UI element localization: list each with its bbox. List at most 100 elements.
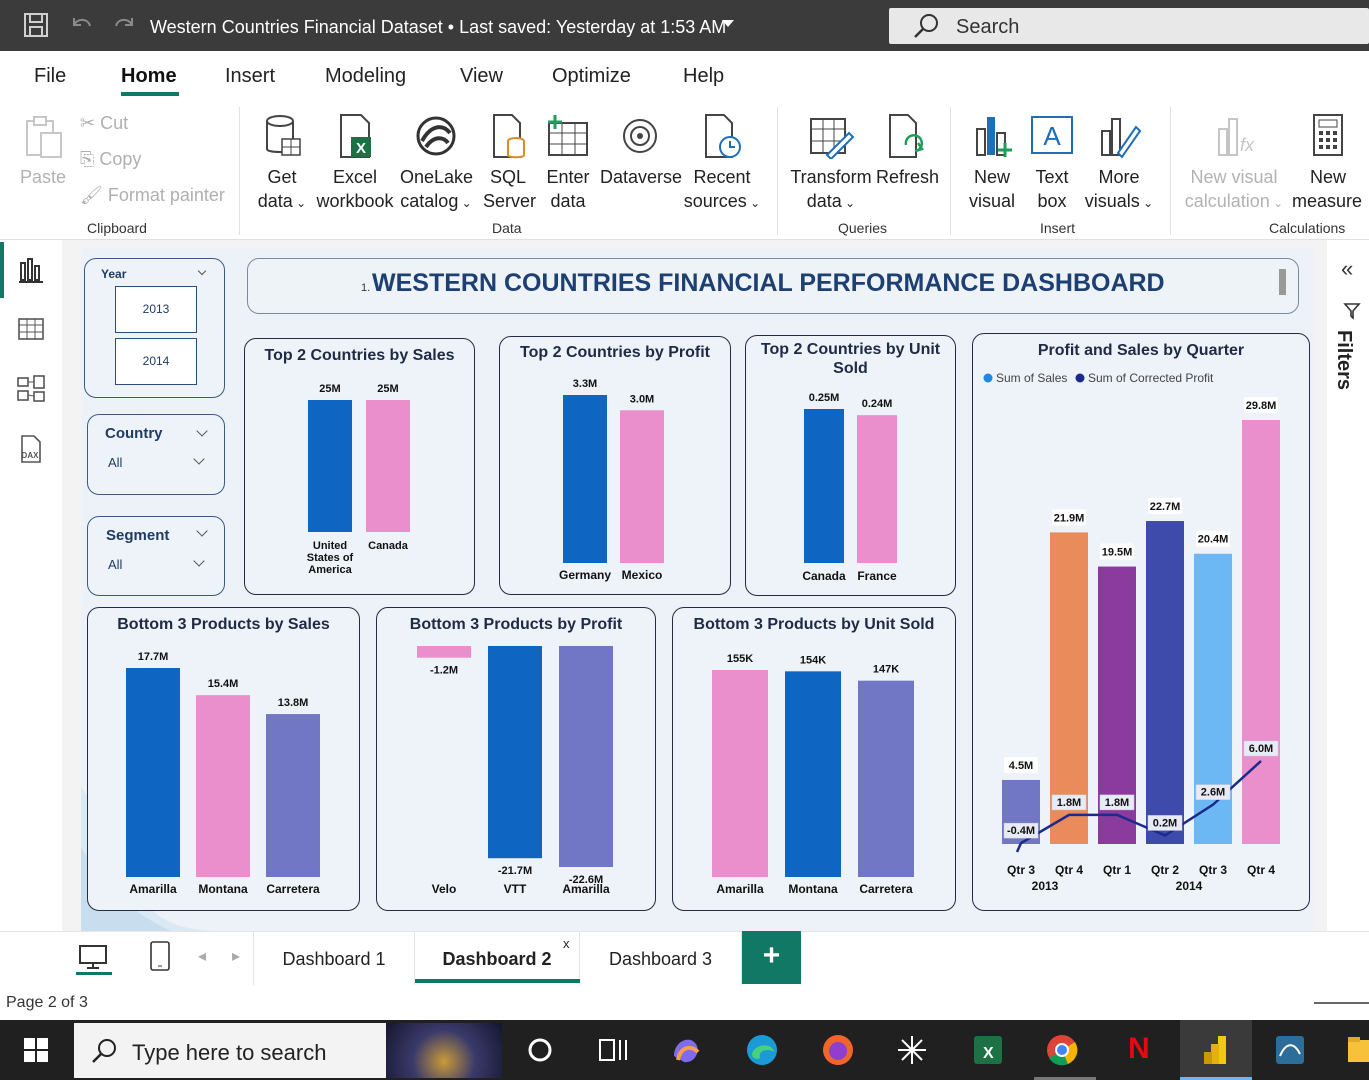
bottom3-profit-card[interactable]: Bottom 3 Products by Profit -1.2M Velo -21… [376, 607, 656, 911]
recent-sources-button[interactable]: Recent sources ⌄ [683, 113, 761, 215]
tableau-icon[interactable] [894, 1032, 930, 1068]
recent-label-1: Recent [693, 167, 751, 187]
year-option-2013[interactable]: 2013 [115, 286, 197, 333]
category-label: Carretera [859, 882, 913, 896]
desktop-layout-icon[interactable] [78, 942, 108, 972]
refresh-button[interactable]: Refresh [876, 113, 939, 189]
country-slicer-value[interactable]: All [108, 455, 123, 470]
close-tab-icon[interactable]: x [563, 936, 570, 951]
cut-button[interactable]: ✂ Cut [80, 113, 129, 133]
data-label: 17.7M [138, 651, 169, 663]
tab-help[interactable]: Help [683, 65, 725, 87]
netflix-icon[interactable]: N [1128, 1032, 1150, 1065]
sql-server-button[interactable]: SQL Server [483, 113, 536, 213]
header-scrollbar[interactable] [1279, 269, 1286, 295]
new-visual-icon [976, 117, 1012, 157]
page-tab-dashboard-3[interactable]: Dashboard 3 [580, 932, 742, 985]
save-icon[interactable] [23, 12, 49, 38]
undo-icon[interactable] [68, 12, 94, 38]
zoom-slider[interactable] [1314, 1002, 1369, 1004]
tab-home[interactable]: Home [121, 65, 177, 87]
data-label-bg [1148, 498, 1182, 515]
data-label: 0.25M [809, 392, 840, 404]
chevron-down-icon[interactable] [196, 425, 208, 437]
page-tab-dashboard-2[interactable]: Dashboard 2 [415, 932, 580, 985]
text-box-button[interactable]: A Text box [1025, 113, 1079, 213]
dataverse-button[interactable]: Dataverse [600, 113, 682, 189]
report-view-icon[interactable] [16, 255, 46, 285]
model-view-icon[interactable] [16, 374, 46, 404]
new-measure-button[interactable]: New measure r [1292, 113, 1364, 213]
year-slicer[interactable]: Year 2013 2014 [84, 258, 225, 398]
tab-view[interactable]: View [460, 65, 503, 87]
top2-units-card[interactable]: Top 2 Countries by Unit Sold 0.25M Canada… [745, 335, 956, 596]
transform-data-icon [810, 118, 855, 159]
table-view-icon[interactable] [16, 314, 46, 344]
category-label: Mexico [622, 568, 663, 582]
chevron-down-icon[interactable] [196, 525, 208, 537]
windows-start-icon[interactable] [24, 1038, 48, 1062]
tab-modeling[interactable]: Modeling [325, 65, 407, 87]
year-option-2014[interactable]: 2014 [115, 338, 197, 385]
bottom3-units-card[interactable]: Bottom 3 Products by Unit Sold 155K Amari… [672, 607, 956, 911]
filter-icon [1343, 303, 1361, 320]
collapse-icon[interactable]: « [1341, 256, 1354, 281]
chevron-down-icon[interactable] [197, 266, 207, 276]
bar [1050, 532, 1088, 844]
next-page-icon[interactable]: ▸ [232, 948, 241, 965]
new-visual-label-2: visual [968, 191, 1016, 211]
paste-button[interactable]: Paste [18, 113, 68, 189]
add-page-button[interactable]: + [742, 931, 801, 984]
country-slicer[interactable]: Country All [87, 414, 225, 495]
cortana-icon[interactable] [522, 1032, 558, 1068]
chrome-icon[interactable] [1044, 1032, 1080, 1068]
tab-file[interactable]: File [34, 65, 67, 87]
bottom3-sales-card[interactable]: Bottom 3 Products by Sales 17.7M Amarilla… [87, 607, 360, 911]
top2-sales-card[interactable]: Top 2 Countries by Sales 25M United States… [244, 338, 475, 595]
filters-pane[interactable]: « Filters [1327, 240, 1369, 932]
segment-slicer[interactable]: Segment All [87, 516, 225, 596]
copilot-icon[interactable] [668, 1032, 704, 1068]
firefox-icon[interactable] [820, 1032, 856, 1068]
excel-taskbar-icon[interactable]: X [970, 1032, 1006, 1068]
edge-icon[interactable] [744, 1032, 780, 1068]
ribbon-separator [239, 107, 240, 235]
task-view-icon[interactable] [596, 1032, 632, 1068]
title-dropdown-icon[interactable] [722, 20, 734, 27]
copy-button[interactable]: ⎘ Copy [80, 149, 142, 169]
format-painter-button[interactable]: 🖌 Format painter [80, 185, 225, 205]
file-explorer-icon[interactable] [1346, 1032, 1369, 1068]
search-box[interactable]: Search [889, 8, 1369, 44]
data-label: 0.24M [862, 398, 893, 410]
new-visual-calculation-button[interactable]: fx New visual calculation ⌄ [1184, 113, 1284, 215]
data-label: 155K [727, 653, 753, 665]
active-view-indicator [0, 242, 4, 298]
transform-data-button[interactable]: Transform data ⌄ [790, 113, 872, 215]
excel-icon: X [340, 114, 371, 158]
get-data-button[interactable]: Get data ⌄ [253, 113, 311, 215]
chevron-down-icon[interactable] [193, 453, 205, 465]
top2-profit-card[interactable]: Top 2 Countries by Profit 3.3M Germany 3.0… [499, 336, 731, 595]
dax-query-view-icon[interactable]: DAX [16, 434, 46, 464]
prev-page-icon[interactable]: ◂ [198, 948, 207, 965]
chevron-down-icon[interactable] [193, 555, 205, 567]
excel-workbook-button[interactable]: X Excel workbook [315, 113, 395, 213]
chart-title: Bottom 3 Products by Unit Sold [693, 616, 935, 633]
powerbi-icon[interactable] [1198, 1032, 1234, 1068]
title-bar: Western Countries Financial Dataset • La… [0, 0, 1369, 51]
more-visuals-button[interactable]: More visuals ⌄ [1084, 113, 1154, 215]
segment-slicer-value[interactable]: All [108, 557, 123, 572]
mysql-workbench-icon[interactable] [1272, 1032, 1308, 1068]
redo-icon[interactable] [112, 12, 138, 38]
taskbar-search[interactable]: Type here to search [74, 1023, 502, 1078]
page-tab-dashboard-1[interactable]: Dashboard 1 [253, 932, 415, 985]
onelake-catalog-button[interactable]: OneLake catalog ⌄ [400, 113, 473, 215]
category-label: Qtr 3 [1199, 863, 1227, 877]
ribbon-separator [1170, 107, 1171, 235]
tab-insert[interactable]: Insert [225, 65, 276, 87]
new-visual-button[interactable]: New visual [965, 113, 1019, 213]
mobile-layout-icon[interactable] [148, 940, 172, 972]
tab-optimize[interactable]: Optimize [552, 65, 631, 87]
enter-data-button[interactable]: Enter data [543, 113, 593, 213]
quarter-card[interactable]: Profit and Sales by Quarter Sum of Sales… [972, 333, 1310, 911]
